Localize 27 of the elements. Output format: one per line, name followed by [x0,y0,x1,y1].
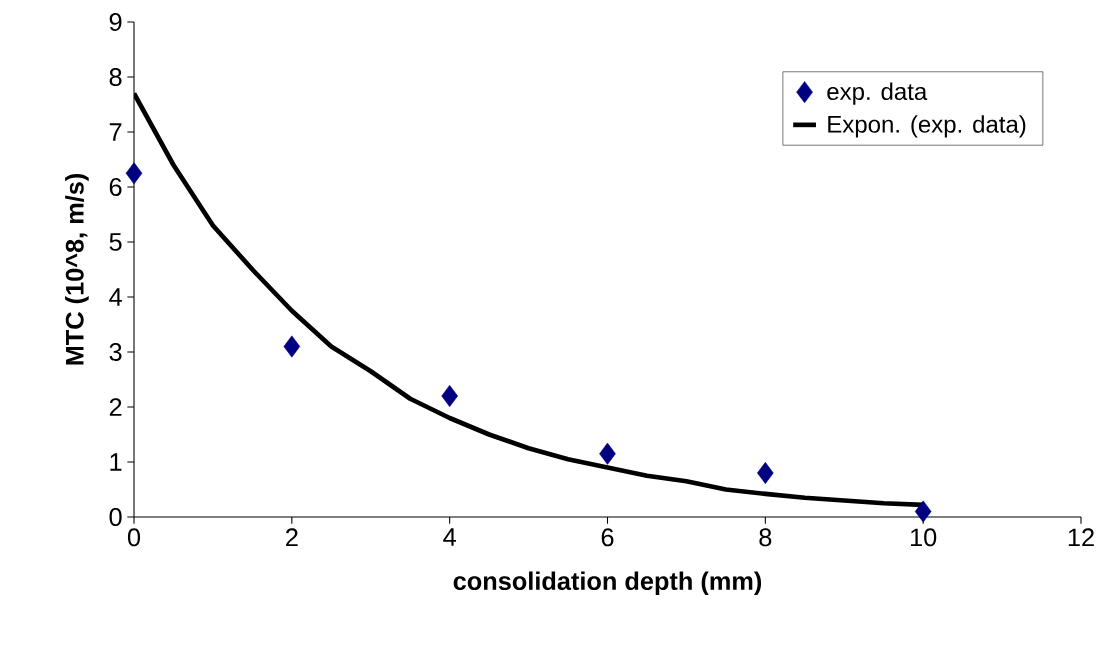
x-tick-label: 12 [1068,528,1094,547]
point [757,462,774,484]
y-tick-label: 4 [109,288,122,306]
point [125,162,143,185]
legend-label: exp. data [827,82,928,105]
legend-label: Expon. (exp. data) [828,115,1026,138]
y-tick-label: 9 [109,13,122,31]
x-tick-label: 10 [911,528,937,547]
x-axis-title: consolidation depth (mm) [453,571,762,596]
y-tick-label: 8 [109,68,122,86]
y-tick-label: 6 [109,178,122,196]
y-tick-label: 5 [109,233,122,251]
x-tick-label: 6 [601,528,614,547]
x-tick-label: 2 [286,528,298,547]
y-tick-label: 2 [109,398,122,416]
y-tick-label: 0 [109,508,122,526]
point [283,335,301,358]
x-tick-label: 0 [127,528,141,547]
x-tick-label: 8 [759,528,772,547]
y-tick-label: 7 [109,123,122,141]
point [914,500,932,523]
point [599,442,616,465]
y-tick-label: 1 [110,453,122,471]
point [441,385,458,407]
y-axis-title: MTC (10^8, m/s) [65,174,89,365]
x-tick-label: 4 [443,528,456,546]
y-tick-label: 3 [109,343,122,361]
